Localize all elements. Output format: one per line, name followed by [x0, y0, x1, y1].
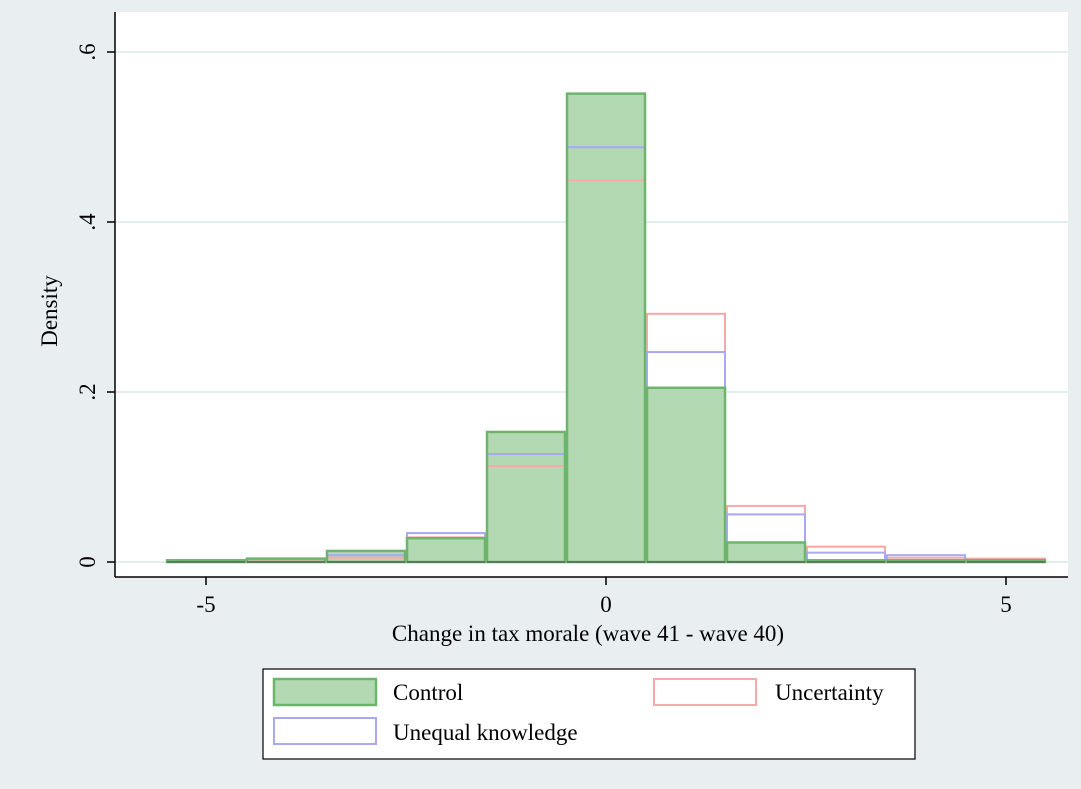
bar-control [646, 387, 726, 562]
legend-label-unequal-knowledge: Unequal knowledge [393, 720, 578, 745]
bar-control [726, 542, 806, 562]
legend-swatch-uncertainty [653, 678, 757, 706]
legend-swatch-unequal-knowledge [273, 717, 377, 745]
y-tick-label: .6 [75, 43, 100, 60]
y-tick-label: .4 [75, 213, 100, 231]
bar-control [326, 550, 406, 562]
legend-label-control: Control [393, 680, 463, 705]
x-tick-label: 0 [600, 592, 612, 617]
histogram-bars [165, 92, 1047, 564]
bar-control [406, 538, 486, 562]
x-tick-label: 5 [1000, 592, 1012, 617]
y-axis-title: Density [37, 275, 62, 347]
y-tick-label: .2 [75, 383, 100, 400]
legend-swatch-control [272, 677, 378, 707]
bar-control [566, 93, 646, 563]
y-tick-label: 0 [75, 556, 100, 568]
x-tick-label: -5 [196, 592, 215, 617]
x-axis-title: Change in tax morale (wave 41 - wave 40) [392, 621, 784, 646]
legend: Control Uncertainty Unequal knowledge [262, 668, 916, 760]
bar-control [486, 431, 566, 562]
axes: 0 .2 .4 .6 -5 0 5 [75, 12, 1068, 617]
legend-label-uncertainty: Uncertainty [775, 680, 884, 705]
